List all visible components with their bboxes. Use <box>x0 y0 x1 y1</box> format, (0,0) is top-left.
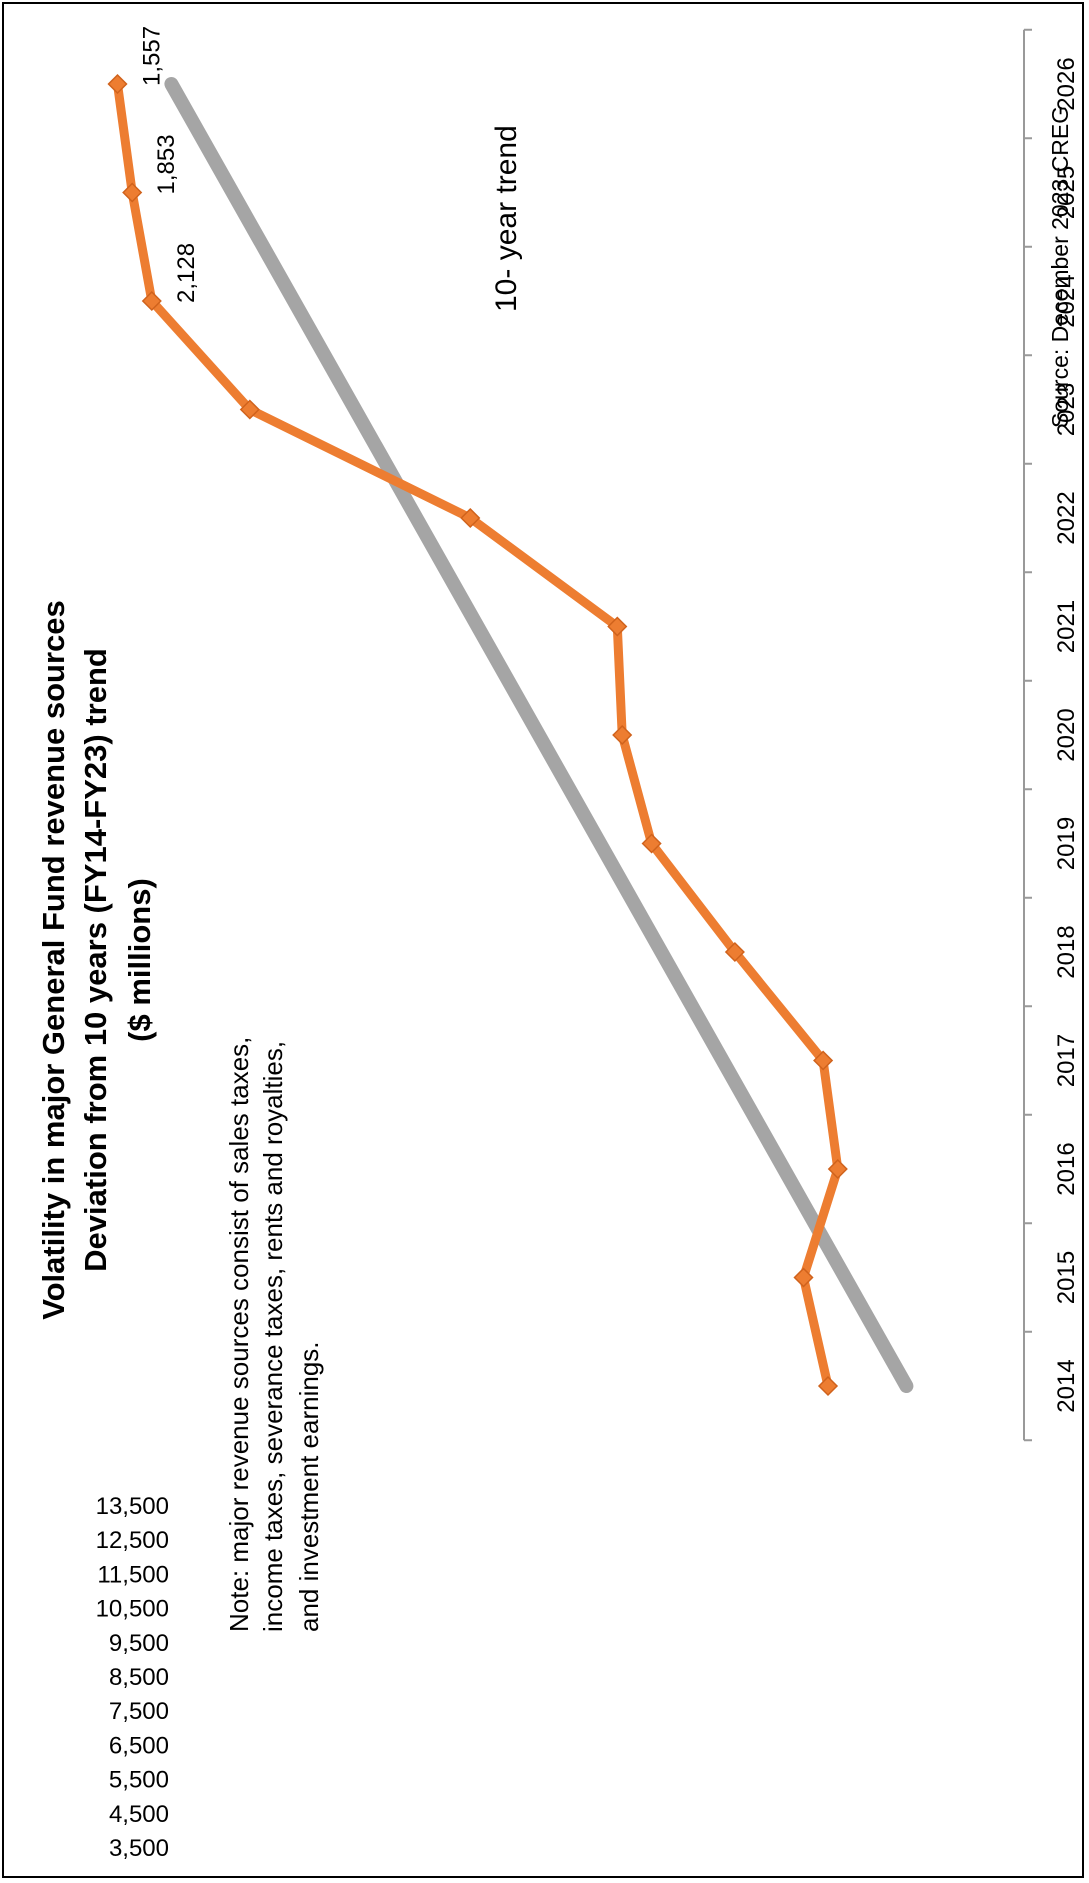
note-line-1: Note: major revenue sources consist of s… <box>224 1037 254 1632</box>
y-tick-labels: 3,500 4,500 5,500 6,500 7,500 8,500 9,500 10,50… <box>96 1493 169 1862</box>
y-tick-label: 8,500 <box>109 1664 169 1691</box>
y-tick-label: 12,500 <box>96 1527 169 1554</box>
x-tick-label: 2014 <box>1053 1359 1080 1412</box>
chart-svg: 2014 2015 2016 2017 2018 2019 2020 2021 2022 2023… <box>36 26 1080 1862</box>
data-labels: 2,128 1,853 1,557 <box>139 26 200 303</box>
source-note: Source: December 2023 CREG <box>1047 106 1073 428</box>
x-tick-labels: 2014 2015 2016 2017 2018 2019 2020 2021 2022 2023… <box>1053 57 1080 1412</box>
y-tick-label: 5,500 <box>109 1767 169 1794</box>
x-tick-label: 2015 <box>1053 1251 1080 1304</box>
chart-title: Volatility in major General Fund revenue… <box>36 600 71 1320</box>
y-tick-label: 7,500 <box>109 1698 169 1725</box>
x-tick-label: 2024 <box>1053 274 1080 327</box>
y-tick-label: 9,500 <box>109 1630 169 1657</box>
x-tick-label: 2025 <box>1053 166 1080 219</box>
revenue-series <box>107 73 848 1397</box>
data-label: 2,128 <box>173 243 200 303</box>
revenue-point <box>612 724 633 746</box>
revenue-point <box>724 941 745 963</box>
x-tick-label: 2021 <box>1053 600 1080 653</box>
y-tick-label: 10,500 <box>96 1596 169 1623</box>
note-line-2: income taxes, severance taxes, rents and… <box>258 1041 288 1632</box>
x-tick-label: 2018 <box>1053 925 1080 978</box>
y-tick-label: 11,500 <box>97 1561 169 1588</box>
x-tick-label: 2022 <box>1053 491 1080 544</box>
x-tick-label: 2020 <box>1053 708 1080 761</box>
x-tick-label: 2023 <box>1053 383 1080 436</box>
revenue-point <box>641 833 662 854</box>
data-label: 1,557 <box>139 26 166 86</box>
x-tick-label: 2017 <box>1053 1034 1080 1087</box>
revenue-point <box>122 182 143 203</box>
revenue-point <box>460 507 481 529</box>
x-tick-label: 2026 <box>1053 57 1080 110</box>
note-line-3: and investment earnings. <box>294 1341 324 1632</box>
revenue-point <box>141 290 162 312</box>
revenue-point <box>827 1158 848 1180</box>
revenue-point <box>813 1050 834 1071</box>
trend-series <box>164 77 914 1393</box>
y-tick-label: 13,500 <box>96 1493 169 1520</box>
chart-subtitle-line-1: Deviation from 10 years (FY14-FY23) tren… <box>78 648 113 1272</box>
revenue-point <box>107 73 128 95</box>
y-tick-label: 6,500 <box>109 1732 169 1759</box>
revenue-point <box>239 399 260 420</box>
revenue-point <box>607 616 628 637</box>
chart-subtitle-line-2: ($ millions) <box>122 878 157 1042</box>
y-tick-label: 3,500 <box>109 1835 169 1862</box>
trend-line <box>164 77 914 1393</box>
x-tick-label: 2019 <box>1053 817 1080 870</box>
trend-annotation: 10- year trend <box>490 125 523 312</box>
revenue-point <box>793 1267 814 1288</box>
x-tick-label: 2016 <box>1053 1142 1080 1195</box>
y-tick-label: 4,500 <box>109 1801 169 1828</box>
data-label: 1,853 <box>153 134 180 194</box>
revenue-point <box>817 1375 839 1397</box>
x-axis <box>1023 28 1032 1442</box>
